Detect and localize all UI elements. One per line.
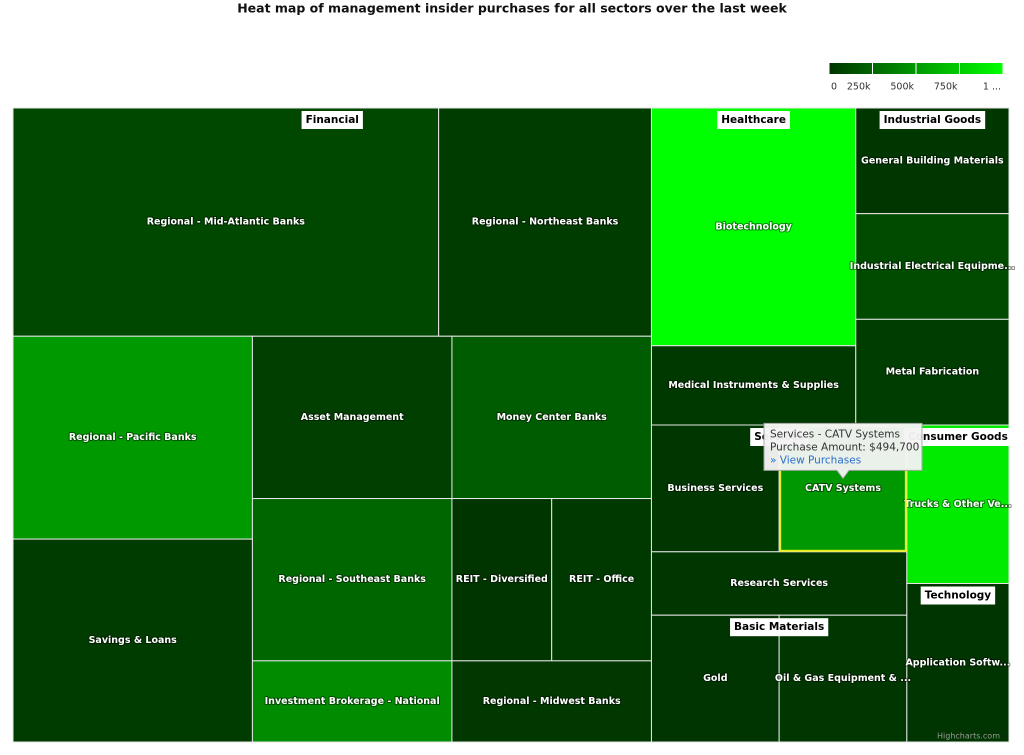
treemap-cell[interactable] (906, 583, 1010, 743)
tooltip-link[interactable]: » View Purchases (770, 454, 861, 466)
group-label: Financial (306, 114, 359, 126)
cell-label: Medical Instruments & Supplies (668, 380, 839, 391)
tooltip-text: Purchase Amount: $494,700 (770, 441, 919, 453)
cell-label: REIT - Office (569, 574, 634, 585)
chart-title: Heat map of management insider purchases… (237, 1, 787, 16)
group-label-bg (904, 428, 1012, 446)
group-label: Technology (925, 590, 992, 602)
treemap-cell[interactable] (12, 107, 440, 337)
treemap-cell[interactable] (650, 345, 857, 426)
treemap-cell[interactable] (251, 335, 453, 500)
treemap-cell[interactable] (650, 107, 857, 347)
treemap-cell[interactable] (251, 660, 453, 743)
group-label-bg (879, 111, 986, 129)
cell-label: Application Softw... (905, 657, 1010, 668)
group-label: Industrial Goods (884, 114, 982, 126)
treemap-cell[interactable] (12, 538, 253, 743)
group-label-bg (920, 586, 996, 605)
cell-label: REIT - Diversified (456, 574, 548, 585)
legend-label: 500k (890, 82, 914, 93)
treemap-cell[interactable] (855, 213, 1010, 320)
cell-label: CATV Systems (805, 483, 881, 494)
cell-label: Regional - Northeast Banks (472, 217, 619, 228)
treemap-cell[interactable] (855, 318, 1010, 426)
cell-label: Money Center Banks (497, 412, 608, 423)
cell-label: Investment Brokerage - National (265, 696, 440, 707)
treemap-cell[interactable] (451, 498, 553, 662)
treemap-cell[interactable] (650, 614, 780, 743)
group-labels: Financial Healthcare Industrial Goods Servi… (301, 111, 1012, 637)
legend-label: 1 ... (983, 82, 1001, 93)
cell-label: Asset Management (301, 412, 404, 423)
cell-label: Gold (703, 673, 727, 684)
cell-label: Industrial Electrical Equipme... (850, 261, 1015, 272)
legend-label: 0 (831, 82, 837, 93)
cell-label: Trucks & Other Ve... (904, 499, 1011, 510)
tooltip-title: Services - CATV Systems (770, 428, 900, 440)
treemap-cell[interactable] (650, 551, 908, 616)
cell-label: Biotechnology (715, 221, 792, 232)
treemap-cell[interactable] (12, 335, 253, 540)
legend-label: 750k (934, 82, 958, 93)
treemap-cell[interactable] (251, 498, 453, 662)
cell-label: Savings & Loans (89, 635, 178, 646)
treemap-cell[interactable] (778, 614, 908, 743)
treemap-cell[interactable] (906, 424, 1010, 584)
cell-label: Regional - Pacific Banks (69, 432, 197, 443)
group-label: Basic Materials (734, 621, 824, 633)
treemap-cell[interactable] (438, 107, 652, 337)
group-label-bg (730, 618, 829, 637)
color-legend: 0 250k 500k 750k 1 ... (828, 63, 1004, 93)
treemap: Regional - Mid-Atlantic Banks Regional - … (12, 107, 1016, 743)
cell-label: Regional - Midwest Banks (483, 696, 621, 707)
tooltip-box (763, 422, 923, 480)
group-label: Consumer Goods (908, 431, 1008, 443)
cell-label: General Building Materials (861, 155, 1004, 166)
cell-label: Metal Fabrication (886, 367, 980, 378)
cell-label: Regional - Southeast Banks (278, 574, 426, 585)
cell-label: Regional - Mid-Atlantic Banks (147, 217, 306, 228)
credits[interactable]: Highcharts.com (937, 732, 1000, 741)
treemap-cell[interactable] (650, 424, 780, 553)
cell-label: Oil & Gas Equipment & ... (775, 673, 911, 684)
group-label-bg (301, 111, 363, 129)
legend-label: 250k (847, 82, 871, 93)
group-label: Healthcare (721, 114, 786, 126)
cell-label: Research Services (730, 578, 828, 589)
cell-label: Business Services (667, 483, 763, 494)
group-label-bg (717, 111, 790, 129)
treemap-cell[interactable] (451, 335, 652, 500)
